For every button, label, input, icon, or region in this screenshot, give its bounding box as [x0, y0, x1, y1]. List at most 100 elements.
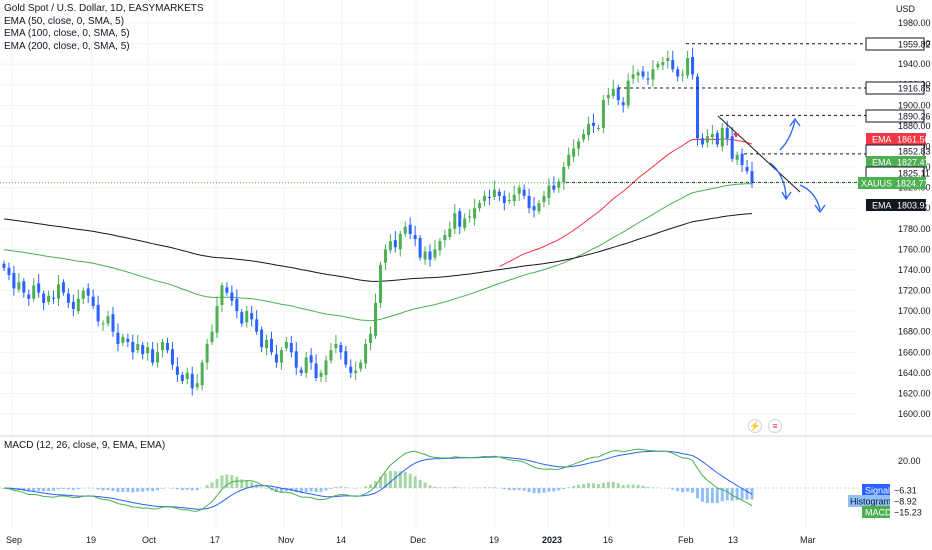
candle-body — [582, 134, 586, 140]
candle-body — [146, 347, 150, 354]
candle-body — [512, 194, 516, 202]
macd-tag: MACD — [865, 508, 892, 518]
histogram-bar — [413, 476, 417, 488]
histogram-bar — [552, 488, 556, 492]
candle-body — [552, 185, 556, 190]
candle-body — [730, 136, 734, 159]
candle-body — [413, 234, 417, 240]
candle-body — [433, 249, 437, 258]
histogram-bar — [631, 484, 635, 488]
histogram-bar — [324, 488, 328, 491]
histogram-bar — [294, 488, 298, 493]
study-ema50[interactable]: EMA (50, close, 0, SMA, 5) — [4, 15, 125, 27]
ema-line-50 — [499, 138, 753, 268]
candle-body — [324, 360, 328, 375]
histogram-bar — [37, 488, 41, 491]
level-tag-3: 1890.26 — [898, 112, 931, 122]
histogram-bar — [299, 488, 303, 493]
macd-legend[interactable]: MACD (12, 26, close, 9, EMA, EMA) — [4, 440, 166, 451]
x-tick-label: 2023 — [542, 535, 562, 545]
candle-body — [205, 344, 209, 363]
study-ema100[interactable]: EMA (100, close, 0, SMA, 5) — [4, 28, 130, 39]
histogram-bar — [587, 483, 591, 488]
histogram-bar — [195, 488, 199, 491]
histogram-bar — [126, 488, 130, 493]
symbol-value: 1824.77 — [896, 179, 929, 189]
y-tick-label: 1740.00 — [898, 265, 931, 275]
y-tick-label: 1980.00 — [898, 18, 931, 28]
candle-body — [562, 167, 566, 183]
arrow-head-down-2 — [814, 204, 826, 214]
candle-body — [606, 95, 610, 99]
candle-body — [542, 195, 546, 203]
candle-body — [294, 351, 298, 368]
macd-pane: 20.00 — [0, 448, 921, 512]
histogram-bar — [156, 488, 160, 491]
candle-body — [740, 153, 744, 165]
histogram-bar — [339, 486, 343, 488]
candle-body — [200, 362, 204, 386]
histogram-bar — [101, 488, 105, 491]
candle-body — [185, 372, 189, 380]
histogram-bar — [611, 481, 615, 488]
candle-body — [621, 102, 625, 106]
histogram-bar — [210, 482, 214, 488]
candle-body — [383, 249, 387, 263]
candle-body — [52, 297, 56, 299]
candle-body — [463, 218, 467, 228]
candle-body — [27, 294, 31, 299]
y-tick-label: 1940.00 — [898, 59, 931, 69]
histogram-bar — [735, 488, 739, 501]
histogram-bar — [378, 476, 382, 488]
histogram-bar — [274, 488, 278, 492]
candle-body — [245, 311, 249, 323]
us-flag-icon[interactable]: ≡ — [768, 419, 782, 433]
candle-body — [641, 71, 645, 77]
arrow-head-up — [789, 117, 801, 127]
candle-body — [12, 273, 16, 289]
histogram-bar — [151, 488, 155, 492]
candle-body — [705, 136, 709, 143]
histogram-bar — [136, 488, 140, 492]
ema100-tag: EMA — [872, 158, 892, 168]
histogram-bar — [651, 487, 655, 488]
candle-body — [468, 216, 472, 218]
candle-body — [91, 296, 95, 306]
study-ema200[interactable]: EMA (200, close, 0, SMA, 5) — [4, 40, 130, 52]
candle-body — [170, 349, 174, 365]
y-tick-label: 1900.00 — [898, 100, 931, 110]
candle-body — [626, 80, 630, 106]
candle-body — [289, 343, 293, 353]
histogram-bar — [403, 471, 407, 488]
candle-body — [596, 127, 600, 129]
lightning-icon[interactable]: ⚡ — [748, 419, 762, 433]
histogram-bar — [725, 488, 729, 501]
histogram-bar — [740, 488, 744, 500]
candle-body — [190, 373, 194, 389]
histogram-bar — [671, 488, 675, 490]
histogram-bar — [423, 482, 427, 488]
candle-body — [76, 298, 80, 312]
candle-body — [61, 282, 65, 293]
candles — [2, 47, 754, 396]
candle-body — [522, 189, 526, 196]
candle-body — [557, 181, 561, 188]
candle-body — [532, 206, 536, 211]
signal-line — [3, 450, 753, 510]
candle-body — [339, 345, 343, 353]
histogram-bar — [279, 488, 283, 492]
histogram-bar — [710, 488, 714, 503]
histogram-bar — [448, 487, 452, 488]
grid — [0, 0, 858, 528]
candle-body — [364, 344, 368, 364]
histogram-bar — [369, 484, 373, 488]
candle-body — [141, 345, 145, 355]
ema100-value: 1827.47 — [897, 158, 930, 168]
candle-body — [646, 78, 650, 80]
histogram-bar — [492, 487, 496, 488]
candle-body — [458, 211, 462, 227]
curve-arrow-up — [779, 120, 796, 151]
price-axis: 1600.00 1620.00 1640.00 1660.00 1680.00 1700.… — [898, 18, 931, 419]
histogram-bar — [483, 487, 487, 488]
